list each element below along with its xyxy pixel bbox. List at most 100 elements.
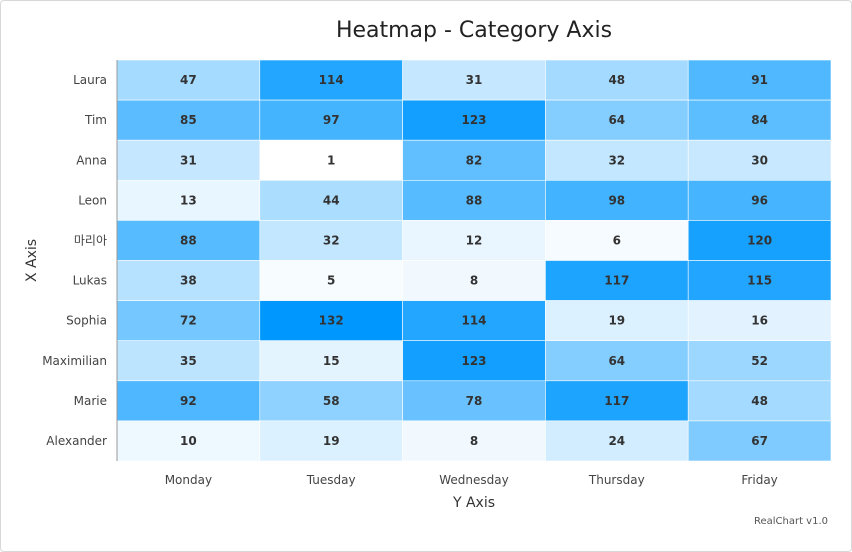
- heatmap-cell: [402, 380, 546, 422]
- cell-value-label: 123: [461, 354, 486, 368]
- cell-value-label: 117: [604, 394, 629, 408]
- cell-value-label: 48: [608, 73, 625, 87]
- chart-credit: RealChart v1.0: [753, 516, 828, 527]
- cell-value-label: 47: [180, 73, 197, 87]
- cell-value-label: 114: [319, 73, 344, 87]
- cell-value-label: 52: [751, 354, 768, 368]
- heatmap-cell: [545, 260, 689, 301]
- cell-value-label: 120: [747, 233, 772, 247]
- cell-value-label: 91: [751, 73, 768, 87]
- row-tick-label: Leon: [78, 193, 107, 207]
- cell-value-label: 82: [466, 153, 483, 167]
- heatmap-cell: [259, 300, 403, 342]
- heatmap-cell: [687, 340, 832, 382]
- cell-value-label: 123: [461, 113, 486, 127]
- cell-value-label: 64: [608, 113, 625, 127]
- cell-value-label: 98: [608, 193, 625, 207]
- cell-value-label: 88: [180, 233, 197, 247]
- heatmap-cell: [259, 220, 403, 261]
- cell-value-label: 67: [751, 434, 768, 448]
- cell-value-label: 48: [751, 394, 768, 408]
- heatmap-cell: [259, 340, 403, 382]
- cell-value-label: 24: [608, 434, 625, 448]
- cell-value-label: 16: [751, 314, 768, 328]
- cell-value-label: 96: [751, 193, 768, 207]
- row-tick-label: Anna: [76, 153, 107, 167]
- heatmap-cell: [402, 99, 546, 141]
- column-tick-label: Friday: [741, 473, 777, 487]
- row-tick-label: Maximilian: [42, 354, 107, 368]
- heatmap-cell: [259, 180, 403, 221]
- cell-value-label: 115: [747, 274, 772, 288]
- heatmap-cell: [687, 300, 832, 342]
- heatmap-cell: [402, 260, 546, 301]
- cell-value-label: 15: [323, 354, 340, 368]
- cell-value-label: 32: [323, 233, 340, 247]
- cell-value-label: 5: [327, 274, 335, 288]
- heatmap-cell: [116, 380, 261, 422]
- chart-title: Heatmap - Category Axis: [335, 18, 613, 43]
- heatmap-cell: [545, 220, 689, 261]
- cell-value-label: 44: [323, 193, 340, 207]
- heatmap-cell: [259, 99, 403, 141]
- cell-value-label: 84: [751, 113, 768, 127]
- heatmap-cell: [687, 180, 832, 221]
- cell-value-label: 1: [327, 153, 335, 167]
- cell-value-label: 10: [180, 434, 197, 448]
- heatmap-cell: [259, 59, 403, 101]
- heatmap-cell: [402, 180, 546, 221]
- row-tick-label: Tim: [84, 113, 107, 127]
- heatmap-cell: [687, 420, 832, 462]
- heatmap-cell: [259, 420, 403, 462]
- cell-value-label: 6: [613, 233, 621, 247]
- cell-value-label: 31: [466, 73, 483, 87]
- heatmap-cell: [259, 139, 403, 181]
- heatmap-cell: [687, 260, 832, 301]
- heatmap-cell: [687, 220, 832, 261]
- cell-value-label: 64: [608, 354, 625, 368]
- column-tick-label: Tuesday: [306, 473, 356, 487]
- x-axis-title: Y Axis: [452, 495, 495, 511]
- column-tick-label: Thursday: [588, 473, 645, 487]
- heatmap-cell: [402, 59, 546, 101]
- row-tick-label: 마리아: [74, 233, 107, 247]
- cell-value-label: 97: [323, 113, 340, 127]
- cell-value-label: 132: [319, 314, 344, 328]
- heatmap-cell: [687, 139, 832, 181]
- heatmap-cell: [687, 380, 832, 422]
- cell-value-label: 35: [180, 354, 197, 368]
- heatmap-cell: [116, 180, 261, 221]
- heatmap-cell: [116, 220, 261, 261]
- heatmap-cell: [116, 139, 261, 181]
- cell-value-label: 30: [751, 153, 768, 167]
- heatmap-cell: [116, 59, 261, 101]
- heatmap-cell: [545, 180, 689, 221]
- row-tick-label: Lukas: [73, 274, 107, 288]
- cell-value-label: 72: [180, 314, 197, 328]
- cell-value-label: 19: [608, 314, 625, 328]
- cell-value-label: 31: [180, 153, 197, 167]
- cell-value-label: 92: [180, 394, 197, 408]
- heatmap-cell: [545, 300, 689, 342]
- cell-value-label: 117: [604, 274, 629, 288]
- y-axis-title: X Axis: [24, 239, 40, 282]
- cell-value-label: 12: [466, 233, 483, 247]
- heatmap-cell: [545, 380, 689, 422]
- heatmap-cell: [402, 220, 546, 261]
- heatmap-cell: [116, 99, 261, 141]
- cell-value-label: 78: [466, 394, 483, 408]
- heatmap-cell: [545, 139, 689, 181]
- cell-value-label: 88: [466, 193, 483, 207]
- heatmap-cell: [402, 300, 546, 342]
- heatmap-cell: [259, 380, 403, 422]
- cell-value-label: 58: [323, 394, 340, 408]
- heatmap-cell: [545, 99, 689, 141]
- cell-value-label: 38: [180, 274, 197, 288]
- column-tick-label: Monday: [165, 473, 212, 487]
- column-tick-label: Wednesday: [439, 473, 508, 487]
- cell-value-label: 19: [323, 434, 340, 448]
- row-tick-label: Marie: [74, 394, 107, 408]
- cell-value-label: 32: [608, 153, 625, 167]
- cell-value-label: 13: [180, 193, 197, 207]
